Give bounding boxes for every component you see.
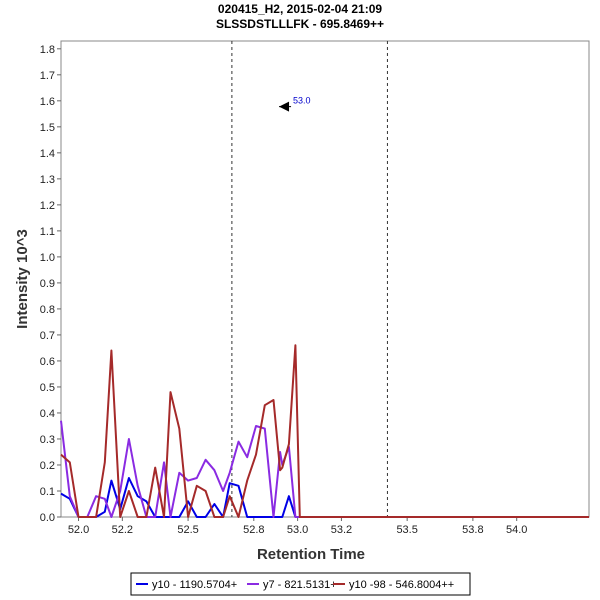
y-tick-label: 1.2 [40, 200, 55, 212]
series-line-3 [60, 344, 589, 518]
y-tick-label: 0.7 [40, 330, 55, 342]
legend-entry-3: y10 -98 - 546.8004++ [349, 579, 454, 591]
boundary-lines [231, 41, 388, 517]
x-tick-label: 53.5 [396, 524, 417, 536]
y-tick-label: 1.0 [40, 252, 55, 264]
x-tick-label: 53.8 [462, 524, 483, 536]
x-tick-label: 52.8 [243, 524, 264, 536]
chart-title: 020415_H2, 2015-02-04 21:09 [218, 2, 382, 16]
x-tick-label: 52.0 [68, 524, 89, 536]
peak-label: 53.0 [293, 96, 311, 106]
x-tick-label: 54.0 [506, 524, 527, 536]
x-axis-label: Retention Time [257, 546, 365, 563]
y-tick-label: 1.1 [40, 226, 55, 238]
y-tick-label: 0.6 [40, 356, 55, 368]
x-tick-label: 52.5 [177, 524, 198, 536]
y-tick-label: 1.4 [40, 148, 55, 160]
chart-subtitle: SLSSDSTLLLFK - 695.8469++ [216, 17, 384, 31]
legend-box [130, 572, 471, 596]
y-tick-label: 1.7 [40, 70, 55, 82]
y-tick-label: 0.4 [40, 408, 55, 420]
plot-area [60, 40, 590, 518]
series-lines [60, 344, 589, 518]
x-tick-label: 52.2 [112, 524, 133, 536]
y-tick-label: 1.6 [40, 96, 55, 108]
y-tick-label: 0.1 [40, 486, 55, 498]
plot-frame [60, 40, 590, 518]
y-tick-label: 1.3 [40, 174, 55, 186]
y-axis: 0.0 0.1 0.2 0.3 0.4 0.5 0.6 0.7 0.8 0.9 1.0 1.1 1.2 1… [40, 44, 61, 524]
y-tick-label: 0.3 [40, 434, 55, 446]
legend: y10 - 1190.5704+ y7 - 821.5131+ y10 -98 - … [130, 572, 471, 596]
y-tick-label: 0.8 [40, 304, 55, 316]
peak-annotation: 53.0 [279, 96, 311, 112]
y-axis-label: Intensity 10^3 [14, 229, 31, 329]
y-tick-label: 1.5 [40, 122, 55, 134]
x-axis: 52.0 52.2 52.5 52.8 53.0 53.2 53.5 53.8 54.0 [68, 517, 527, 536]
x-tick-label: 53.0 [287, 524, 308, 536]
y-tick-label: 0.0 [40, 512, 55, 524]
legend-entry-2: y7 - 821.5131+ [263, 579, 337, 591]
y-tick-label: 0.2 [40, 460, 55, 472]
legend-entry-1: y10 - 1190.5704+ [152, 579, 237, 591]
y-tick-label: 1.8 [40, 44, 55, 56]
x-tick-label: 53.2 [331, 524, 352, 536]
y-tick-label: 0.9 [40, 278, 55, 290]
y-tick-label: 0.5 [40, 382, 55, 394]
